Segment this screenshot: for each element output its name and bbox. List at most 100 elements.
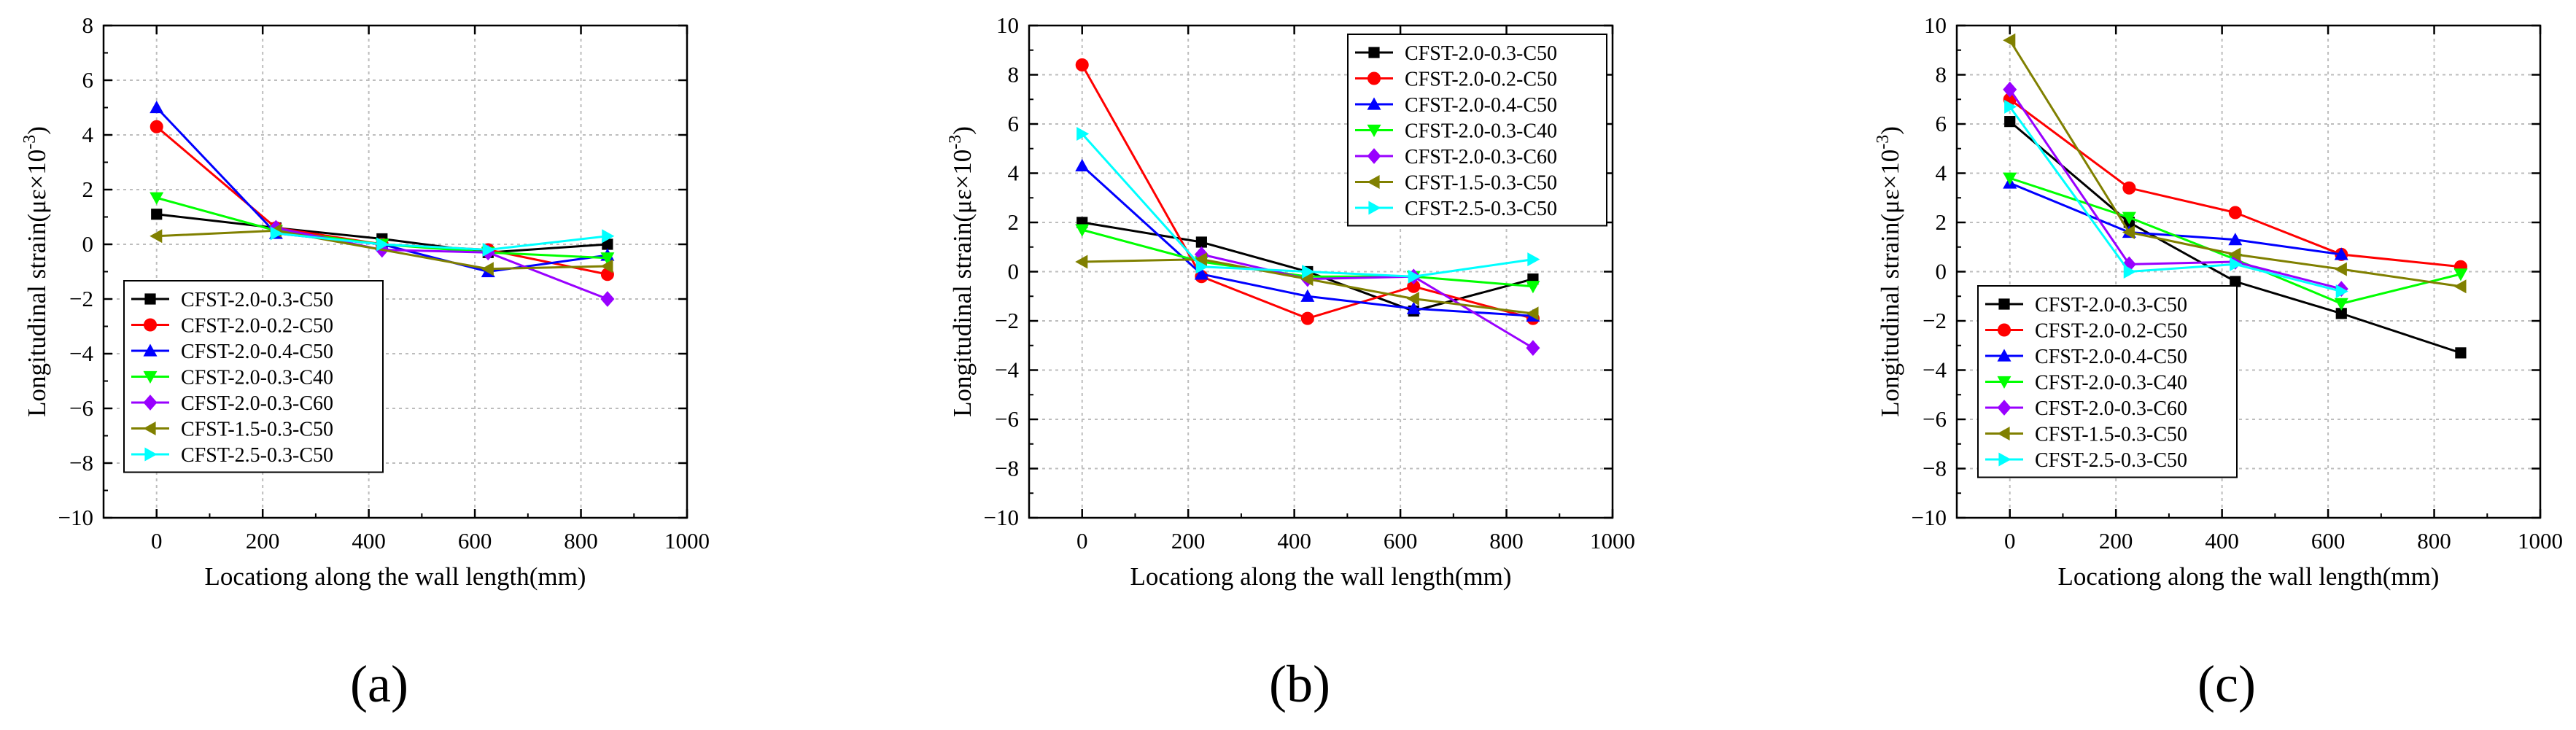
data-point	[1075, 158, 1090, 171]
x-tick-label: 1000	[1590, 528, 1635, 554]
y-tick-label: 2	[1936, 209, 1947, 235]
y-tick-label: 6	[82, 67, 94, 93]
y-axis-label-main: Longitudinal strain(με×10	[23, 150, 51, 417]
y-axis-label-main: Longitudinal strain(με×10	[948, 150, 977, 417]
x-tick-label: 200	[246, 528, 280, 554]
legend-item: CFST-2.0-0.2-C50	[1355, 69, 1557, 91]
y-axis-label-exponent: -3	[1874, 135, 1893, 150]
data-point	[1076, 127, 1090, 141]
data-point	[600, 252, 615, 265]
x-axis-label: Locationg along the wall length(mm)	[205, 562, 586, 591]
data-point	[2230, 257, 2243, 271]
y-tick-label: 8	[1008, 62, 1020, 88]
data-point	[150, 120, 163, 133]
x-tick-label: 800	[1489, 528, 1524, 554]
series-CFST-2.5-0.3-C50	[1076, 127, 1540, 284]
legend-item: CFST-2.0-0.4-C50	[1355, 94, 1557, 117]
legend-item: CFST-2.0-0.2-C50	[131, 315, 333, 338]
legend-label: CFST-2.5-0.3-C50	[1405, 198, 1557, 220]
legend-label: CFST-2.0-0.4-C50	[181, 341, 333, 363]
legend-marker	[144, 447, 158, 462]
data-point	[1195, 236, 1207, 248]
data-point	[482, 243, 495, 257]
data-point	[481, 262, 494, 276]
series-line	[2009, 88, 2342, 290]
data-point	[1526, 306, 1539, 321]
data-point	[2455, 347, 2467, 359]
legend-item: CFST-1.5-0.3-C50	[1985, 424, 2187, 446]
y-tick-label: 10	[996, 12, 1019, 38]
y-tick-label: −4	[69, 341, 93, 366]
series-line	[2009, 106, 2342, 292]
legend-marker	[1367, 148, 1381, 164]
x-tick-label: 400	[1277, 528, 1311, 554]
y-tick-label: 0	[82, 231, 94, 257]
data-point	[1075, 58, 1089, 72]
y-tick-label: −8	[1923, 456, 1947, 481]
data-point	[1527, 252, 1540, 267]
data-point	[2123, 265, 2136, 279]
legend-label: CFST-2.0-0.4-C50	[1405, 94, 1557, 117]
y-tick-label: 4	[1936, 160, 1947, 186]
legend-label: CFST-1.5-0.3-C50	[181, 419, 333, 441]
data-point	[1406, 292, 1419, 306]
data-point	[1406, 301, 1421, 314]
y-axis-label-exponent: -3	[20, 135, 39, 150]
data-point	[1075, 255, 1088, 269]
x-tick-label: 600	[458, 528, 492, 554]
legend-item: CFST-2.0-0.3-C40	[1355, 120, 1557, 143]
data-point	[2228, 233, 2243, 246]
chart-panel-1: 0 200 400 600 800 1000 −10 −8 −6 −4 −2 0 2 4 6 8 Locatio…	[20, 12, 710, 713]
legend: CFST-2.0-0.3-C50 CFST-2.0-0.2-C50 CFST-2.0…	[123, 280, 384, 473]
data-point	[1300, 289, 1315, 302]
x-tick-label: 200	[2099, 528, 2133, 554]
legend-label: CFST-2.0-0.3-C40	[181, 367, 333, 389]
series-line	[276, 232, 608, 252]
legend-marker	[143, 422, 156, 435]
legend-item: CFST-2.0-0.4-C50	[1985, 346, 2187, 368]
y-axis-label: Longitudinal strain(με×10-3)	[1874, 126, 1904, 417]
series-CFST-2.5-0.3-C50	[270, 226, 615, 257]
legend-label: CFST-2.0-0.3-C60	[1405, 146, 1557, 168]
y-axis-label: Longitudinal strain(με×10-3)	[20, 126, 51, 417]
legend-label: CFST-2.0-0.3-C50	[181, 289, 333, 311]
legend: CFST-2.0-0.3-C50 CFST-2.0-0.2-C50 CFST-2.0…	[1977, 285, 2238, 478]
data-point	[2453, 268, 2468, 281]
y-tick-label: 10	[1924, 12, 1947, 38]
series-line	[2009, 182, 2342, 256]
y-tick-label: 2	[1008, 209, 1020, 235]
legend-item: CFST-2.5-0.3-C50	[1355, 198, 1557, 220]
legend-item: CFST-2.5-0.3-C50	[131, 444, 333, 467]
y-tick-label: 6	[1936, 111, 1947, 136]
y-tick-label: 0	[1008, 259, 1020, 284]
data-point	[2334, 247, 2348, 260]
data-point	[2122, 211, 2136, 225]
y-tick-label: −6	[1923, 406, 1947, 432]
data-point	[600, 291, 615, 307]
legend-label: CFST-2.0-0.3-C50	[1405, 42, 1557, 65]
y-tick-label: −10	[58, 505, 93, 530]
legend-marker	[1367, 124, 1381, 137]
legend-label: CFST-2.0-0.2-C50	[181, 315, 333, 338]
legend-item: CFST-2.0-0.4-C50	[131, 341, 333, 363]
data-point	[1408, 269, 1421, 284]
data-point	[2122, 225, 2135, 239]
x-tick-label: 800	[2417, 528, 2451, 554]
y-tick-label: −2	[995, 308, 1019, 333]
data-point	[1526, 281, 1540, 294]
data-point	[602, 238, 613, 250]
legend-item: CFST-1.5-0.3-C50	[1355, 172, 1557, 195]
legend-label: CFST-2.0-0.3-C60	[181, 392, 333, 415]
data-point	[2334, 298, 2348, 311]
data-point	[2335, 284, 2348, 298]
data-point	[150, 229, 163, 244]
x-axis-label: Locationg along the wall length(mm)	[2058, 562, 2440, 591]
x-tick-label: 600	[1384, 528, 1418, 554]
data-point	[376, 237, 389, 252]
legend-label: CFST-2.0-0.2-C50	[2035, 320, 2187, 343]
legend-marker	[1997, 376, 2011, 389]
data-point	[1407, 279, 1421, 293]
legend-item: CFST-2.0-0.3-C50	[1355, 42, 1557, 65]
panel-label: (c)	[2197, 655, 2256, 713]
legend-label: CFST-1.5-0.3-C50	[2035, 424, 2187, 446]
